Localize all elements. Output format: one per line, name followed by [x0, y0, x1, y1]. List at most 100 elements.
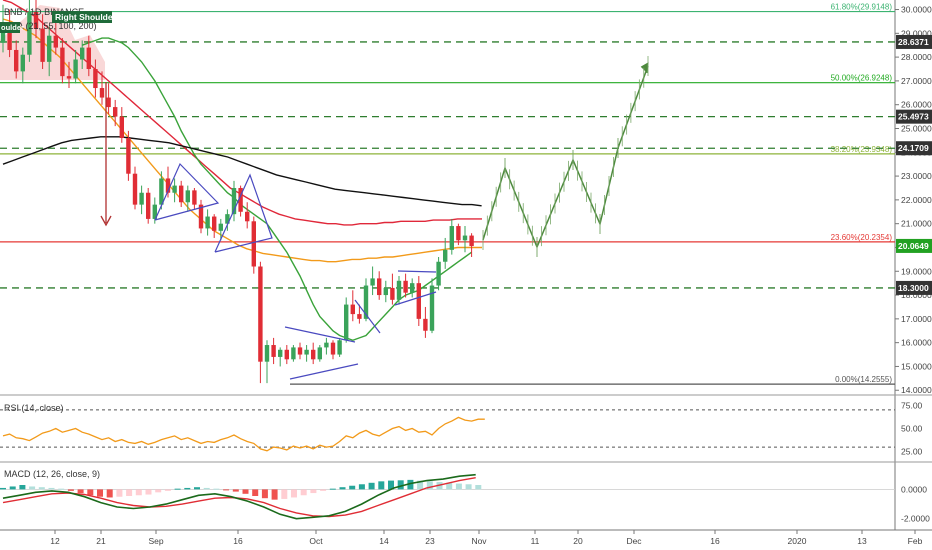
time-axis[interactable]: 12 21 Sep 16 Oct 14 23 Nov 11 20 Dec 16 2020 13 Feb: [50, 530, 923, 546]
candle-body: [73, 59, 78, 79]
candle-body: [113, 107, 118, 117]
flag-line: [284, 326, 356, 343]
candle-body: [271, 345, 276, 357]
macd-histogram-bar: [252, 489, 259, 496]
candle-body: [119, 116, 124, 139]
candle-body: [357, 314, 362, 319]
y-tick-label: 28.0000: [901, 52, 932, 62]
candle-body: [304, 349, 309, 355]
candle-body: [126, 138, 131, 174]
rsi-panel[interactable]: 75.00 50.00 25.00: [0, 400, 923, 457]
macd-histogram-bar: [67, 489, 74, 491]
macd-histogram-bar: [455, 483, 462, 490]
y-tick-label: 29.0000: [901, 28, 932, 38]
y-tick-label: 19.0000: [901, 266, 932, 276]
rsi-tick-label: 25.00: [901, 447, 923, 457]
candle-body: [258, 266, 263, 362]
candle-body: [284, 349, 289, 360]
price-tag: 20.0649: [898, 241, 929, 251]
candle-body: [60, 47, 65, 77]
candle-body: [165, 178, 171, 193]
candle-body: [47, 35, 52, 62]
macd-histogram-bar: [329, 488, 336, 490]
x-tick-label: 12: [50, 536, 60, 546]
y-tick-label: 21.0000: [901, 219, 932, 229]
macd-histogram-bar: [0, 487, 6, 490]
candle-body: [20, 54, 25, 72]
macd-histogram-bar: [145, 489, 152, 495]
macd-histogram-bar: [339, 487, 346, 490]
candle-body: [456, 226, 461, 241]
macd-histogram-bar: [203, 487, 210, 490]
macd-histogram-bar: [291, 489, 297, 498]
candle-body: [436, 261, 441, 286]
pattern-label-bg: [52, 11, 112, 23]
candle-body: [53, 35, 58, 48]
candle-body: [218, 223, 223, 231]
candle-body: [14, 49, 19, 72]
macd-histogram-bar: [9, 486, 16, 490]
x-tick-label: Feb: [908, 536, 923, 546]
candle-body: [33, 11, 39, 29]
macd-histogram-bar: [155, 489, 162, 493]
macd-histogram-bar: [58, 488, 65, 490]
y-tick-label: 18.0000: [901, 290, 932, 300]
macd-histogram-bar: [48, 487, 55, 490]
candle-body: [93, 69, 98, 89]
candle-body: [205, 216, 210, 229]
price-tag: 24.1709: [898, 143, 929, 153]
price-tag-bg: [896, 141, 932, 156]
flag-line: [354, 299, 381, 334]
price-panel[interactable]: 61.80%(29.9148) 50.00%(26.9248) 38.20%(23.…: [0, 0, 932, 531]
pattern-label: Right Shoulder: [55, 12, 117, 22]
macd-panel[interactable]: 0.0000 -2.0000: [0, 473, 930, 524]
macd-histogram-bar: [106, 489, 113, 498]
pattern-triangle: [154, 162, 220, 221]
macd-histogram-bar: [426, 481, 433, 490]
candle-body: [377, 278, 382, 296]
candle-body: [238, 187, 243, 212]
candle-body: [317, 347, 322, 360]
candle-body: [27, 11, 32, 55]
y-tick-label: 15.0000: [901, 361, 932, 371]
y-tick-label: 16.0000: [901, 338, 932, 348]
sma-21-line: [81, 37, 473, 342]
candle-body: [291, 347, 296, 360]
candle-body: [443, 249, 448, 262]
projection-path: [482, 65, 649, 249]
candle-body: [159, 178, 164, 205]
candle-body: [278, 349, 283, 357]
price-tag: 28.6371: [898, 37, 929, 47]
macd-histogram-bar: [475, 485, 482, 490]
y-tick-label: 23.0000: [901, 171, 932, 181]
sma-legend: SMA (21, 55, 100, 200): [4, 21, 97, 31]
candle-body: [403, 280, 408, 293]
macd-signal-line: [2, 477, 476, 518]
macd-histogram-bar: [349, 485, 356, 490]
projection-arrow-head: [640, 62, 649, 74]
y-tick-label: 17.0000: [901, 314, 932, 324]
candle-body: [396, 280, 402, 300]
macd-histogram-bar: [223, 489, 230, 491]
fib-level-label: 23.60%(20.2354): [831, 233, 893, 242]
macd-tick-label: -2.0000: [901, 514, 930, 524]
macd-histogram-bar: [194, 487, 200, 490]
candle-body: [132, 173, 138, 205]
price-tag-bg: [896, 238, 932, 253]
x-tick-label: 21: [96, 536, 106, 546]
macd-histogram-bar: [271, 489, 278, 500]
macd-histogram-bar: [417, 480, 424, 490]
candle-body: [40, 28, 45, 62]
candle-body: [66, 76, 72, 79]
y-tick-label: 30.0000: [901, 5, 932, 15]
macd-histogram-bar: [407, 479, 414, 490]
candle-body: [390, 287, 395, 300]
candle-body: [192, 190, 197, 205]
macd-tick-label: 0.0000: [901, 484, 927, 494]
x-tick-label: 13: [857, 536, 867, 546]
fib-level-label: 0.00%(14.2555): [835, 375, 892, 384]
y-tick-label: 27.0000: [901, 76, 932, 86]
macd-histogram-bar: [310, 489, 317, 494]
y-tick-label: 26.0000: [901, 100, 932, 110]
macd-histogram-bar: [320, 489, 327, 491]
